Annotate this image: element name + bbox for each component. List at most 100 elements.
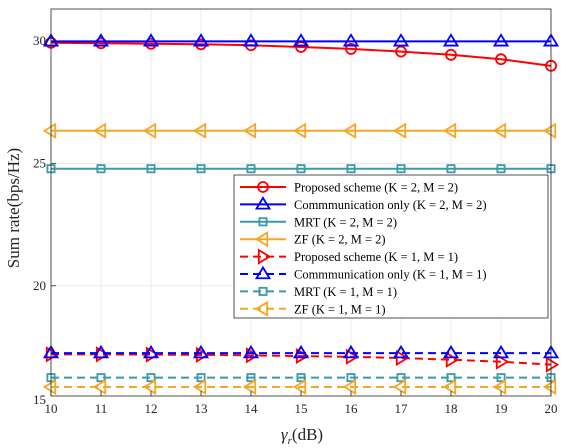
data-point bbox=[242, 33, 260, 47]
data-point bbox=[545, 356, 560, 373]
x-tick-label: 18 bbox=[445, 401, 458, 416]
data-point bbox=[392, 344, 410, 359]
data-point bbox=[146, 373, 156, 383]
data-point bbox=[442, 344, 460, 359]
legend-marker bbox=[258, 286, 268, 296]
data-point bbox=[446, 164, 456, 174]
data-point bbox=[142, 378, 157, 396]
legend-marker bbox=[254, 231, 269, 248]
data-point bbox=[142, 122, 157, 139]
legend-marker bbox=[254, 196, 272, 210]
x-tick-label: 16 bbox=[345, 401, 359, 416]
legend-box bbox=[233, 174, 549, 319]
data-point bbox=[292, 122, 307, 139]
legend-entry: Commmunication only (K = 1, M = 1) bbox=[240, 265, 487, 282]
data-point bbox=[96, 373, 106, 383]
x-tick-label: 12 bbox=[145, 401, 158, 416]
data-point bbox=[446, 373, 456, 383]
data-point bbox=[292, 344, 310, 359]
x-tick-label: 13 bbox=[195, 401, 208, 416]
legend-label: ZF (K = 1, M = 1) bbox=[294, 302, 386, 316]
data-point bbox=[346, 164, 356, 174]
series-5 bbox=[45, 346, 560, 373]
data-point bbox=[146, 164, 156, 174]
data-point bbox=[342, 344, 360, 359]
legend-marker bbox=[258, 217, 268, 227]
series-4 bbox=[42, 122, 557, 139]
ticks: 10 11 12 13 14 15 16 17 18 19 20 15 20 25 30 bbox=[33, 33, 558, 416]
data-point bbox=[292, 378, 307, 396]
legend-marker bbox=[254, 265, 272, 280]
data-point bbox=[492, 344, 510, 359]
legend-entry: ZF (K = 2, M = 2) bbox=[240, 231, 386, 248]
y-tick-label: 30 bbox=[33, 33, 46, 48]
x-axis-title: γr(dB) bbox=[281, 425, 323, 447]
data-point bbox=[346, 373, 356, 383]
x-tick-label: 19 bbox=[495, 401, 508, 416]
data-point bbox=[342, 122, 357, 139]
data-point bbox=[42, 378, 57, 396]
data-point bbox=[192, 122, 207, 139]
series-line bbox=[50, 41, 552, 67]
legend-entry: Proposed scheme (K = 2, M = 2) bbox=[240, 181, 458, 195]
data-point bbox=[42, 122, 57, 139]
data-point bbox=[142, 33, 160, 47]
data-point bbox=[496, 164, 506, 174]
series-6 bbox=[42, 344, 560, 359]
data-point bbox=[296, 373, 306, 383]
data-point bbox=[92, 122, 107, 139]
series-1 bbox=[45, 36, 557, 72]
y-axis-title: Sum rate(bps/Hz) bbox=[4, 148, 23, 268]
series-7 bbox=[46, 373, 556, 383]
series-line bbox=[51, 353, 552, 366]
data-point bbox=[345, 43, 357, 55]
legend-marker bbox=[257, 248, 272, 265]
y-tick-label: 15 bbox=[33, 392, 46, 407]
data-point bbox=[292, 33, 310, 47]
data-point bbox=[246, 373, 256, 383]
y-tick-label: 25 bbox=[33, 155, 46, 170]
data-point bbox=[392, 122, 407, 139]
legend-label: Commmunication only (K = 2, M = 2) bbox=[294, 198, 487, 212]
y-tick-label: 20 bbox=[33, 278, 46, 293]
x-tick-label: 17 bbox=[395, 401, 409, 416]
legend-label: Proposed scheme (K = 2, M = 2) bbox=[294, 181, 458, 195]
x-axis-unit: (dB) bbox=[292, 425, 323, 444]
data-point bbox=[542, 122, 557, 139]
data-point bbox=[496, 373, 506, 383]
legend-label: Proposed scheme (K = 1, M = 1) bbox=[294, 250, 458, 264]
legend-label: Commmunication only (K = 1, M = 1) bbox=[294, 268, 487, 282]
series-3 bbox=[46, 164, 556, 174]
x-tick-label: 14 bbox=[245, 401, 259, 416]
series-layer bbox=[42, 33, 560, 396]
legend-entry: MRT (K = 1, M = 1) bbox=[240, 285, 397, 299]
data-point bbox=[495, 353, 510, 370]
data-point bbox=[92, 33, 110, 47]
x-tick-label: 10 bbox=[45, 401, 58, 416]
data-point bbox=[196, 373, 206, 383]
data-point bbox=[96, 164, 106, 174]
legend-label: ZF (K = 2, M = 2) bbox=[294, 233, 386, 247]
data-point bbox=[246, 164, 256, 174]
data-point bbox=[242, 378, 257, 396]
x-tick-label: 20 bbox=[545, 401, 558, 416]
data-point bbox=[192, 378, 207, 396]
data-point bbox=[396, 164, 406, 174]
legend-entry: MRT (K = 2, M = 2) bbox=[240, 215, 397, 229]
data-point bbox=[392, 378, 407, 396]
data-point bbox=[392, 33, 410, 47]
data-point bbox=[342, 378, 357, 396]
data-point bbox=[296, 164, 306, 174]
data-point bbox=[142, 344, 160, 359]
data-point bbox=[192, 33, 210, 47]
legend-label: MRT (K = 1, M = 1) bbox=[294, 285, 397, 299]
data-point bbox=[442, 33, 460, 47]
data-point bbox=[196, 164, 206, 174]
x-tick-label: 11 bbox=[95, 401, 108, 416]
data-point bbox=[492, 33, 510, 47]
data-point bbox=[492, 122, 507, 139]
legend-label: MRT (K = 2, M = 2) bbox=[294, 215, 397, 229]
legend: Proposed scheme (K = 2, M = 2) Commmunica… bbox=[233, 174, 549, 319]
data-point bbox=[396, 373, 406, 383]
